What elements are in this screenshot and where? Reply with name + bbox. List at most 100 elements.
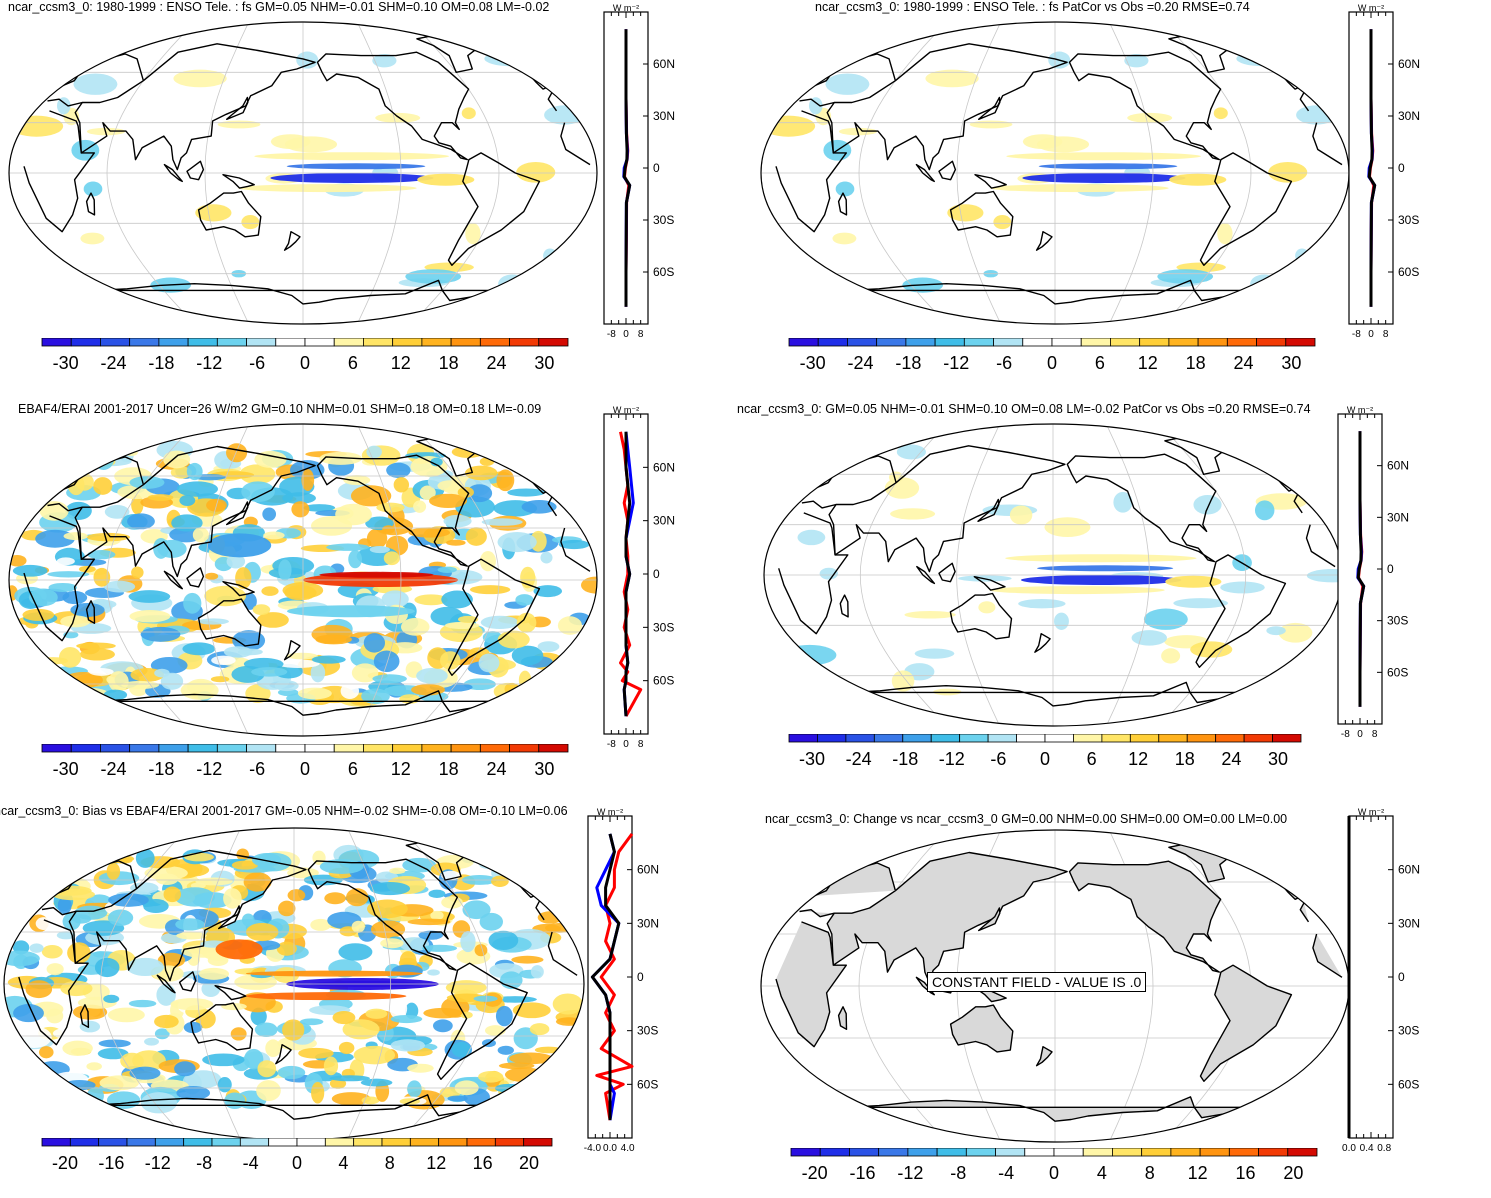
panel-title: ncar_ccsm3_0: 1980-1999 : ENSO Tele. : f… [8, 0, 550, 14]
field-blob [326, 543, 370, 551]
coastline-asia [74, 43, 316, 171]
colorbar-swatch [1080, 338, 1111, 347]
colorbar-swatch [847, 338, 878, 347]
coastline-newguinea [214, 985, 247, 1001]
coastline-samerica [1199, 964, 1293, 1082]
field-blob [430, 457, 443, 467]
field-blob [52, 1027, 92, 1040]
coastline-africa [23, 110, 95, 233]
field-blob [129, 1066, 161, 1080]
coastline-australia [197, 598, 262, 647]
colorbar-label: 18 [1186, 353, 1206, 373]
coastline-asia [68, 849, 307, 982]
lat-label: 30N [653, 109, 675, 123]
lat-label: 30S [1387, 614, 1408, 628]
field-blob [184, 852, 214, 862]
colorbar-label: -8 [950, 1163, 966, 1183]
colorbar-label: 16 [473, 1153, 493, 1173]
field-blob [83, 181, 103, 197]
panel-title: ncar_ccsm3_0: 1980-1999 : ENSO Tele. : f… [815, 0, 1250, 14]
coastline-namerica [316, 51, 470, 161]
coastline-samerica [436, 962, 528, 1080]
colorbar-label: -24 [848, 353, 874, 373]
field-blob [363, 633, 386, 653]
field-blob [515, 594, 534, 606]
field-blob [1306, 569, 1342, 583]
field-blob [389, 997, 408, 1020]
colorbar-label: 24 [486, 759, 506, 779]
field-blob [252, 604, 271, 616]
field-blob [299, 1018, 324, 1026]
coastline-africa [1312, 122, 1343, 166]
field-blob [797, 529, 826, 546]
coastline-africa [775, 110, 847, 233]
field-blob [236, 848, 249, 861]
field-blob [301, 469, 315, 492]
enso-band [270, 173, 434, 184]
colorbar: -30 -24 -18 -12 -6 0 6 12 18 24 30 [788, 734, 1302, 769]
zonal-mean-plot: W m⁻² -4.0 0.0 4.0 60N 30N 0 30S 60S [584, 807, 659, 1154]
field-blob [411, 684, 446, 696]
coastline-africa [547, 931, 578, 976]
field-blob [59, 646, 82, 668]
field-blob [257, 1060, 277, 1078]
field-blob [231, 860, 259, 870]
colorbar-swatch [275, 744, 306, 753]
field-blob [416, 667, 448, 684]
field-blob [437, 480, 462, 492]
field-blob [212, 609, 242, 618]
field-blob [217, 1077, 232, 1093]
colorbar-swatch [70, 338, 101, 347]
coastline-sumatra [163, 163, 183, 183]
lat-label: 60N [653, 57, 675, 71]
coastline-namerica [307, 858, 458, 971]
field-blob [890, 508, 936, 520]
colorbar-swatch [479, 338, 510, 347]
field-blob [144, 1037, 159, 1046]
field-blob [79, 1020, 101, 1033]
field-blob [381, 590, 409, 608]
enso-band [990, 184, 1169, 193]
longitude-line [859, 424, 947, 726]
colorbar-label: -18 [895, 353, 921, 373]
field-blob [437, 566, 457, 573]
zonal-series-black [622, 29, 632, 307]
colorbar-swatch [907, 1148, 938, 1157]
colorbar-label: -30 [53, 353, 79, 373]
longitude-line [100, 828, 188, 1140]
colorbar-swatch [1141, 1148, 1172, 1157]
enso-band [1005, 554, 1197, 563]
field-blob [314, 475, 330, 489]
coastline-nz [1035, 1046, 1053, 1067]
colorbar-swatch [392, 744, 423, 753]
coastline-borneo [938, 562, 956, 583]
zonal-x-tick-label: 0.0 [603, 1143, 617, 1154]
colorbar-swatch [421, 744, 452, 753]
coastline-africa [23, 515, 95, 642]
field-blob [558, 539, 590, 550]
field-blob [287, 889, 306, 902]
coastline-sumatra [156, 974, 176, 994]
field-blob [128, 999, 157, 1008]
field-blob [120, 1052, 144, 1070]
field-blob [534, 1046, 563, 1054]
field-blob [978, 601, 996, 614]
field-blob [86, 532, 131, 542]
panel-bias: ncar_ccsm3_0: Bias vs EBAF4/ERAI 2001-20… [0, 804, 745, 1198]
coastline-australia [949, 190, 1014, 238]
field-blob [544, 105, 585, 125]
field-blob [1268, 162, 1308, 183]
field-blob [62, 912, 81, 931]
panel-change: ncar_ccsm3_0: Change vs ncar_ccsm3_0 GM=… [745, 804, 1490, 1198]
field-blob [311, 1081, 325, 1104]
coastline-asia [826, 43, 1068, 171]
field-blob [540, 551, 553, 564]
field-blob [925, 69, 979, 88]
field-blob [243, 657, 284, 671]
field-blob [262, 507, 277, 521]
field-blob [808, 97, 823, 115]
field-blob [163, 886, 182, 903]
colorbar-label: -12 [196, 353, 222, 373]
lat-label: 60S [1398, 265, 1419, 279]
longitude-line [347, 828, 392, 1140]
